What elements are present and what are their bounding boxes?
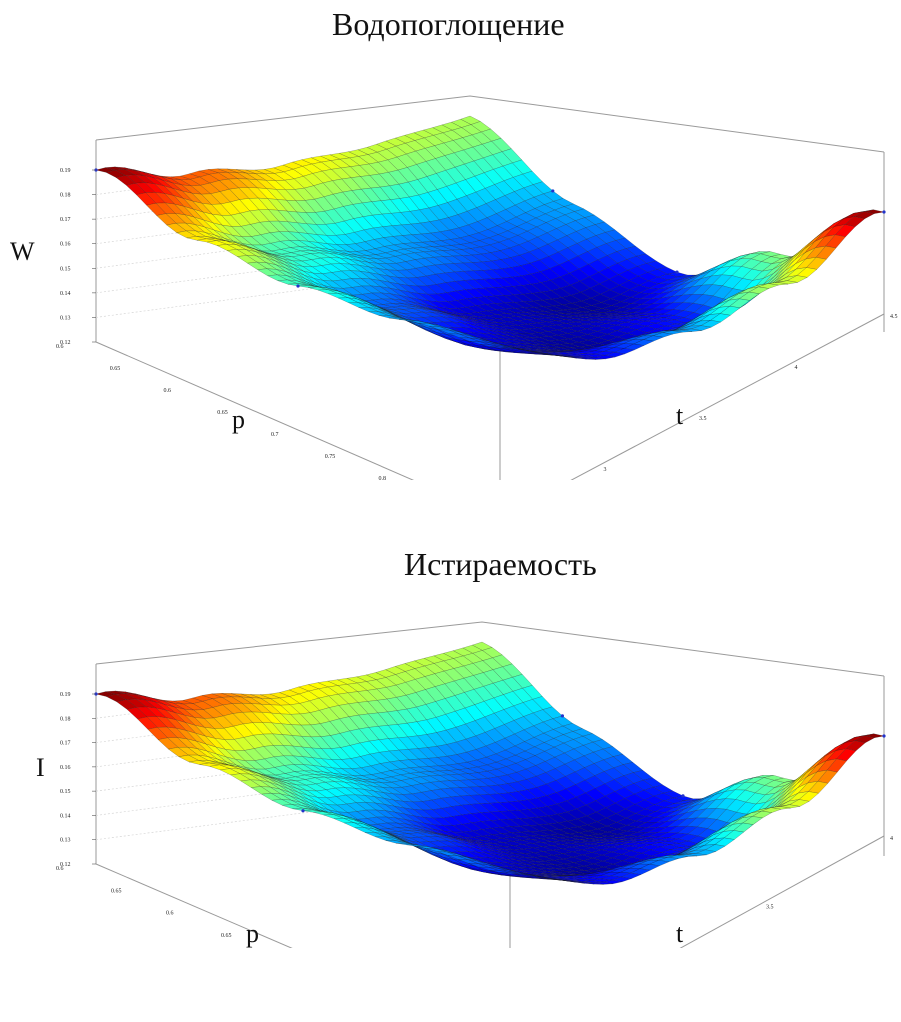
p-tick-label: 0.8 <box>379 476 387 480</box>
chart-2-title: Истираемость <box>404 546 597 583</box>
chart-2-zlabel: I <box>36 753 45 782</box>
chart-1-zlabel: W <box>10 237 35 266</box>
p-axis-line <box>96 864 510 948</box>
z-tick-label: 0.19 <box>60 692 71 698</box>
chart-2-xlabel: p <box>246 919 259 948</box>
p-tick-label: 0.65 <box>217 410 228 416</box>
p-tick-label: 0.65 <box>110 366 121 372</box>
z-tick-label: 0.16 <box>60 242 71 248</box>
z-tick-label: 0.13 <box>60 838 71 844</box>
z-tick-label: 0.19 <box>60 168 71 174</box>
p-tick-label: 0.75 <box>325 454 336 460</box>
surface-marker <box>301 809 304 812</box>
chart-1-svg: 0.120.130.140.150.160.170.180.190.60.650… <box>0 70 901 480</box>
p-tick-label: 0.6 <box>56 344 64 350</box>
t-tick-label: 3.5 <box>766 905 774 911</box>
z-tick-label: 0.15 <box>60 789 71 795</box>
surface-marker <box>675 271 678 274</box>
z-tick-label: 0.18 <box>60 193 71 199</box>
p-tick-label: 0.65 <box>221 933 232 939</box>
chart-1-xlabel: p <box>232 405 245 434</box>
chart-1-ylabel: t <box>676 401 684 430</box>
surface-marker <box>551 189 554 192</box>
surface-marker <box>882 210 885 213</box>
chart-1-surface <box>94 116 885 360</box>
chart-1-title: Водопоглощение <box>332 6 565 43</box>
z-tick-label: 0.15 <box>60 266 71 272</box>
chart-2-surface <box>94 642 885 884</box>
z-tick-label: 0.17 <box>60 741 71 747</box>
surface-marker <box>561 714 564 717</box>
p-tick-label: 0.65 <box>111 888 122 894</box>
surface-marker <box>882 734 885 737</box>
t-tick-label: 3 <box>604 467 607 473</box>
z-tick-label: 0.16 <box>60 765 71 771</box>
t-tick-label: 4 <box>890 836 893 842</box>
chart-2-svg: 0.120.130.140.150.160.170.180.190.60.650… <box>0 612 901 948</box>
t-tick-label: 4 <box>795 365 798 371</box>
z-tick-label: 0.13 <box>60 315 71 321</box>
chart-2-ylabel: t <box>676 919 684 948</box>
p-tick-label: 0.6 <box>164 388 172 394</box>
t-tick-label: 3.5 <box>699 416 707 422</box>
p-tick-label: 0.6 <box>166 911 174 917</box>
t-tick-label: 4.5 <box>890 314 898 320</box>
surface-marker <box>681 794 684 797</box>
z-tick-label: 0.14 <box>60 813 71 819</box>
z-tick-label: 0.17 <box>60 217 71 223</box>
z-tick-label: 0.14 <box>60 291 71 297</box>
surface-marker <box>296 284 299 287</box>
p-tick-label: 0.7 <box>271 432 279 438</box>
p-axis-line <box>96 342 500 480</box>
p-tick-label: 0.6 <box>56 866 64 872</box>
z-tick-label: 0.18 <box>60 716 71 722</box>
